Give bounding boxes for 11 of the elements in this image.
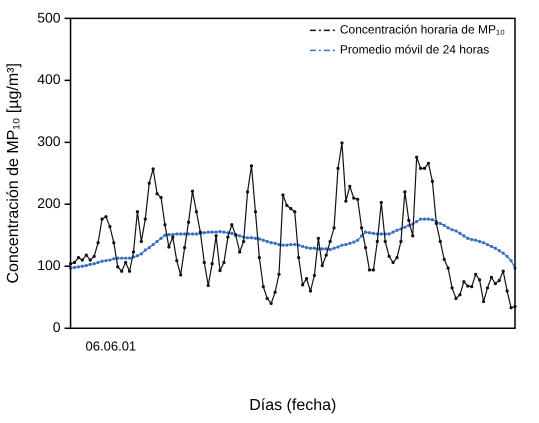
- legend-label: Concentración horaria de MP₁₀: [340, 22, 506, 37]
- y-tick-label: 200: [37, 195, 61, 212]
- text: 06.06.01: [86, 338, 136, 354]
- y-tick-label: 300: [37, 133, 61, 150]
- y-tick-label: 500: [37, 9, 61, 26]
- y-axis-title: Concentración de MP₁₀ [µg/m³]: [5, 63, 22, 284]
- y-tick-label: 400: [37, 71, 61, 88]
- legend-label: Promedio móvil de 24 horas: [340, 42, 490, 57]
- x-axis-title: Días (fecha): [249, 396, 336, 414]
- y-tick-label: 100: [37, 257, 61, 274]
- y-tick-label: 0: [52, 319, 61, 336]
